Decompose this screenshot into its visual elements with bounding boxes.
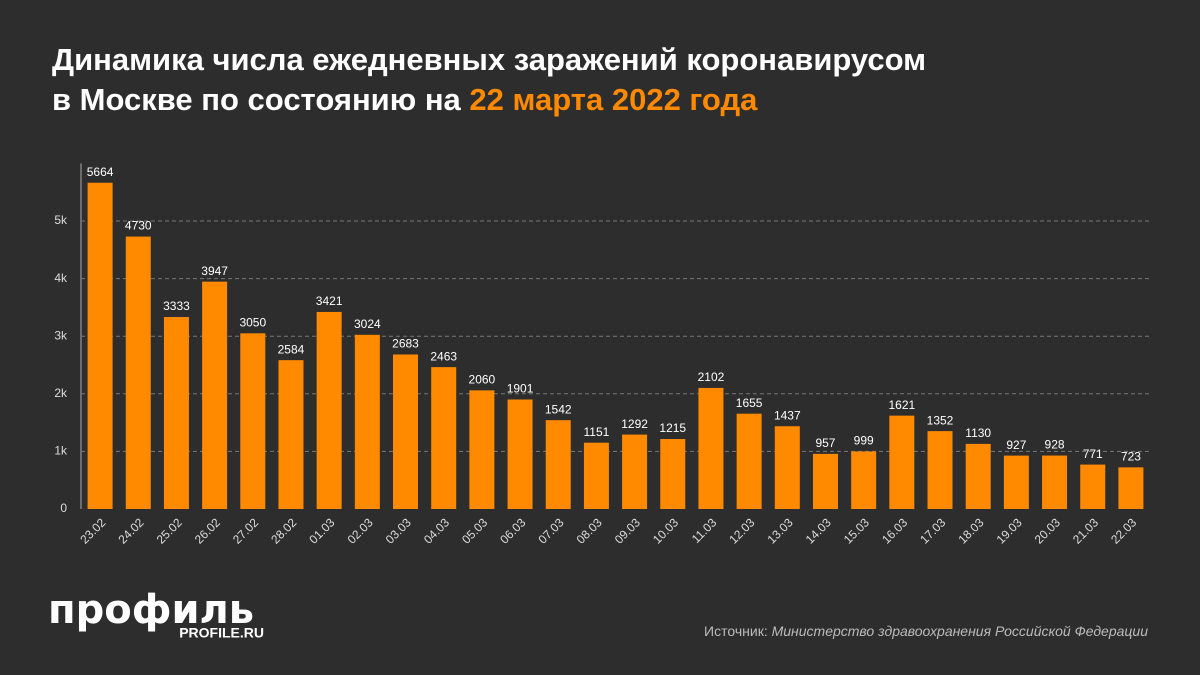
value-label: 1292 <box>621 417 648 431</box>
bar <box>583 442 609 509</box>
value-label: 1621 <box>888 398 915 412</box>
y-tick-label: 1k <box>54 444 68 458</box>
value-label: 723 <box>1121 450 1141 464</box>
value-label: 2683 <box>392 337 419 351</box>
value-label: 5664 <box>87 165 114 179</box>
value-label: 1901 <box>507 382 534 396</box>
y-tick-label: 3k <box>54 328 68 342</box>
value-label: 2584 <box>278 342 305 356</box>
bar <box>774 426 800 509</box>
value-label: 3421 <box>316 294 343 308</box>
chart-title: Динамика числа ежедневных заражений коро… <box>52 42 926 77</box>
bar <box>87 182 113 509</box>
bar <box>851 451 877 509</box>
bar <box>889 415 915 509</box>
value-label: 999 <box>854 434 874 448</box>
value-label: 1130 <box>965 426 991 440</box>
bar <box>698 387 724 509</box>
value-label: 2102 <box>698 370 725 384</box>
bar <box>431 367 457 509</box>
y-tick-label: 2k <box>54 386 68 400</box>
source-text: Министерство здравоохранения Российской … <box>772 623 1149 639</box>
bar <box>163 317 189 509</box>
logo-site: PROFILE.RU <box>179 625 264 641</box>
value-label: 3947 <box>201 264 228 278</box>
bar <box>1080 464 1106 509</box>
value-label: 1215 <box>659 421 686 435</box>
bar <box>202 281 228 509</box>
source-label: Источник: <box>704 623 768 639</box>
y-tick-label: 4k <box>54 271 68 285</box>
bar <box>507 399 533 509</box>
bar <box>927 431 953 509</box>
bar <box>354 334 380 509</box>
value-label: 771 <box>1083 447 1103 461</box>
bar <box>1042 455 1068 509</box>
bar <box>393 354 419 509</box>
logo: профиль <box>48 587 254 633</box>
bar <box>736 413 762 509</box>
y-tick-label: 5k <box>54 213 68 227</box>
value-label: 1542 <box>545 402 572 416</box>
bar <box>622 434 648 509</box>
value-label: 2060 <box>469 373 496 387</box>
value-label: 3024 <box>354 317 381 331</box>
bar <box>812 453 838 509</box>
chart-title-line: в Москве по состоянию на <box>52 82 462 117</box>
value-label: 927 <box>1006 438 1026 452</box>
bar <box>660 439 686 509</box>
source: Источник: Министерство здравоохранения Р… <box>704 623 1148 639</box>
value-label: 1655 <box>736 396 763 410</box>
value-label: 1352 <box>927 413 954 427</box>
bar <box>469 390 495 509</box>
value-label: 1151 <box>584 425 610 439</box>
y-tick-label: 0 <box>60 501 67 515</box>
value-label: 3050 <box>239 315 266 329</box>
bar <box>240 333 266 509</box>
bar <box>1118 467 1144 509</box>
value-label: 3333 <box>163 299 190 313</box>
chart-title-highlight: 22 марта 2022 года <box>469 82 758 117</box>
value-label: 1437 <box>774 408 801 422</box>
bar <box>1003 455 1029 509</box>
bar <box>545 420 571 509</box>
bar <box>278 360 304 509</box>
value-label: 4730 <box>125 219 152 233</box>
bar <box>965 443 991 509</box>
bar <box>316 311 342 509</box>
value-label: 928 <box>1045 438 1065 452</box>
value-label: 957 <box>815 436 835 450</box>
bar <box>125 236 151 509</box>
chart-title: в Москве по состоянию на 22 марта 2022 г… <box>52 82 758 117</box>
value-label: 2463 <box>430 349 457 363</box>
